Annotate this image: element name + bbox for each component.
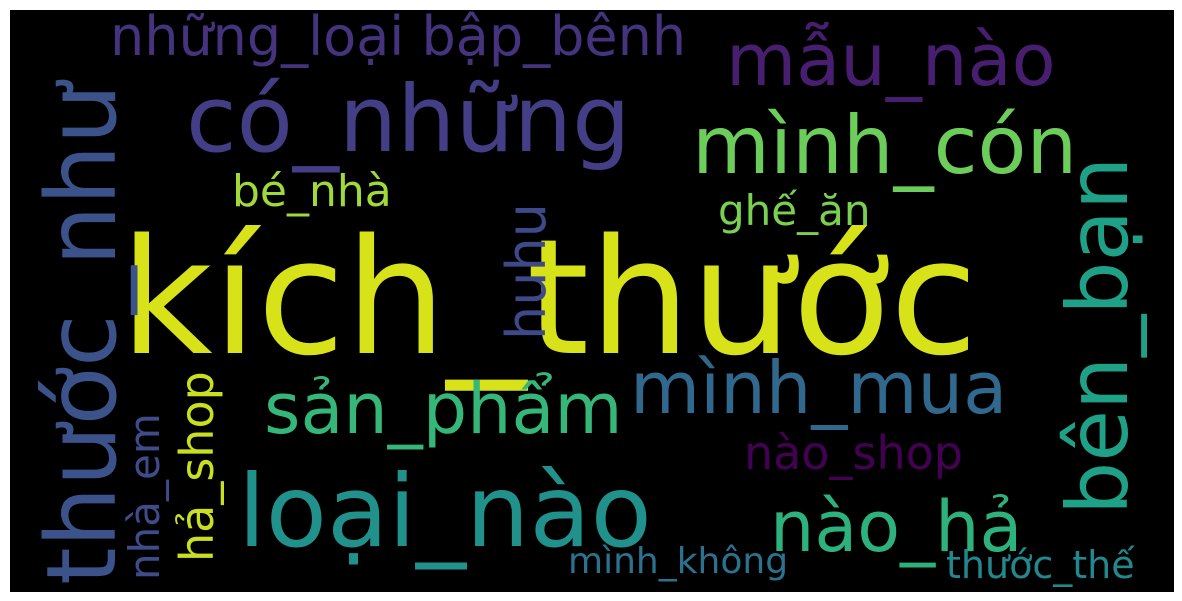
word-san-pham: sản_phẩm	[264, 368, 623, 450]
word-thuoc-nhu: thước_như	[26, 83, 138, 585]
word-ben-ban: bên_bạn	[1049, 156, 1147, 515]
word-cloud: kích_thước thước_như có_những những_loại…	[10, 10, 1174, 592]
word-minh-khong: mình_không	[568, 541, 789, 582]
word-huhu: huhu	[495, 203, 558, 340]
word-mau-nao: mẫu_nào	[726, 18, 1056, 102]
word-ghe-an: ghế_ăn	[718, 186, 871, 235]
word-nhung-loai-bap-benh: những_loại bập_bênh	[110, 10, 687, 68]
word-thuoc-the: thước_thế	[946, 543, 1135, 587]
word-minh-mua: mình_mua	[630, 346, 1008, 430]
word-minh-con: mình_cón	[692, 99, 1078, 192]
word-ha-shop: hả_shop	[170, 371, 224, 562]
word-co-nhung: có_những	[186, 66, 631, 173]
word-kich-thuoc: kích_thước	[120, 204, 978, 391]
word-loai-nao: loại_nào	[238, 453, 652, 570]
word-be-nha: bé_nhà	[232, 166, 392, 217]
word-nao-shop: nào_shop	[744, 426, 963, 480]
word-nao-ha: nào_hả	[770, 486, 1023, 568]
word-nha-em: nhà_em	[120, 413, 169, 580]
